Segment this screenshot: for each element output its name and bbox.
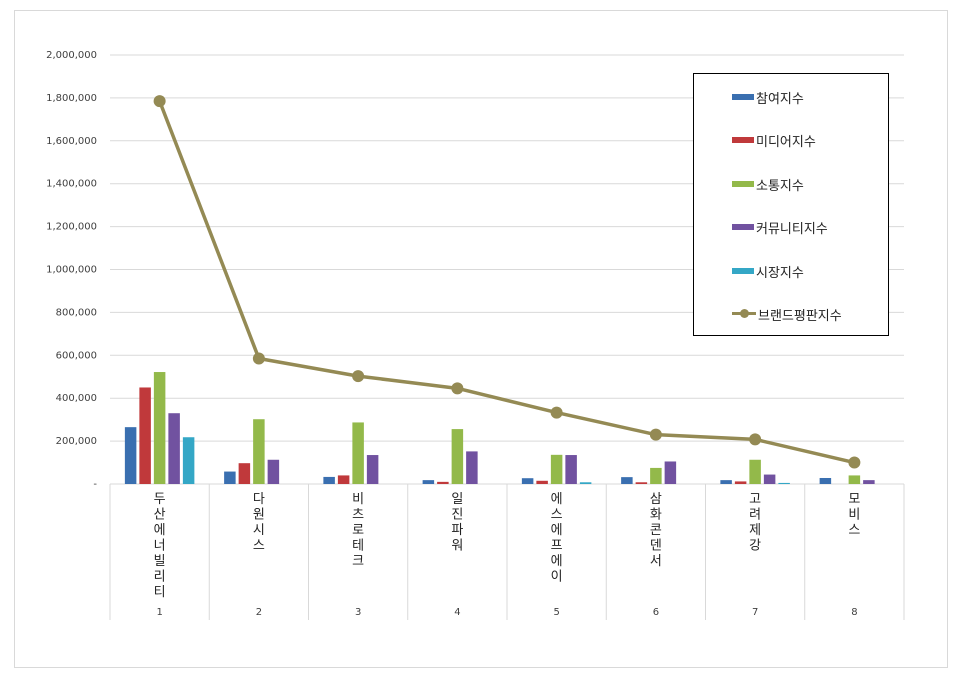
bar-3-1 <box>153 372 166 484</box>
bar-2-1 <box>139 387 151 484</box>
bar-4-2 <box>267 459 280 484</box>
bar-1-4 <box>422 480 435 484</box>
legend-swatch-media <box>732 137 754 143</box>
brand-reputation-point-4 <box>451 382 464 395</box>
bar-5-5 <box>579 482 592 484</box>
bar-3-7 <box>749 459 761 484</box>
legend-item-brand-reputation: 브랜드평판지수 <box>732 305 842 324</box>
rank-label-7: 7 <box>752 607 758 618</box>
rank-label-5: 5 <box>553 607 559 618</box>
brand-reputation-point-6 <box>649 428 662 441</box>
legend-swatch-communication <box>732 181 754 187</box>
bar-2-2 <box>238 463 251 484</box>
bar-1-1 <box>124 427 137 484</box>
y-tick-label: 1,200,000 <box>46 222 97 233</box>
brand-reputation-point-3 <box>352 370 365 383</box>
y-tick-label: 400,000 <box>56 393 97 404</box>
y-tick-label: 1,400,000 <box>46 179 97 190</box>
bar-1-7 <box>720 480 732 484</box>
brand-reputation-point-7 <box>749 433 762 446</box>
bar-4-5 <box>565 455 577 484</box>
bar-3-3 <box>352 422 364 484</box>
bar-1-8 <box>819 477 832 484</box>
bar-1-5 <box>521 478 534 484</box>
bar-2-7 <box>734 481 747 484</box>
legend: 참여지수 미디어지수 소통지수 커뮤니티지수 시장지수 브랜드평판지수 <box>693 73 889 336</box>
y-tick-label: 1,000,000 <box>46 265 97 276</box>
legend-swatch-community <box>732 224 754 230</box>
bar-4-7 <box>763 474 776 484</box>
bar-3-5 <box>550 454 563 484</box>
rank-label-6: 6 <box>653 607 659 618</box>
brand-reputation-point-5 <box>550 406 563 419</box>
brand-reputation-point-8 <box>848 456 861 469</box>
rank-label-8: 8 <box>851 607 857 618</box>
legend-label-participation: 참여지수 <box>756 91 804 107</box>
legend-item-community: 커뮤니티지수 <box>732 218 828 237</box>
bar-3-6 <box>650 467 662 484</box>
bar-3-8 <box>848 475 861 484</box>
y-tick-label: 1,600,000 <box>46 136 97 147</box>
y-tick-label: 600,000 <box>56 350 97 361</box>
bar-5-1 <box>182 437 195 484</box>
bar-4-3 <box>366 455 379 484</box>
bar-4-6 <box>664 461 677 484</box>
bar-5-7 <box>778 482 790 484</box>
bar-2-6 <box>635 482 648 484</box>
bar-1-3 <box>323 476 335 484</box>
y-tick-label: 200,000 <box>56 436 97 447</box>
rank-label-3: 3 <box>355 607 361 618</box>
legend-label-market: 시장지수 <box>756 265 804 281</box>
brand-reputation-line <box>157 100 855 465</box>
brand-reputation-point-1 <box>153 95 166 108</box>
legend-swatch-market <box>732 268 754 274</box>
bar-3-2 <box>253 419 265 484</box>
y-tick-label: 2,000,000 <box>46 50 97 61</box>
legend-label-community: 커뮤니티지수 <box>756 221 828 237</box>
legend-swatch-participation <box>732 94 754 100</box>
bar-2-5 <box>536 480 548 484</box>
y-tick-label: 1,800,000 <box>46 93 97 104</box>
legend-item-media: 미디어지수 <box>732 131 816 150</box>
bar-4-8 <box>863 480 875 484</box>
legend-item-communication: 소통지수 <box>732 175 804 194</box>
legend-item-market: 시장지수 <box>732 262 804 281</box>
brand-reputation-point-2 <box>252 352 265 365</box>
legend-item-participation: 참여지수 <box>732 88 804 107</box>
legend-label-brand-reputation: 브랜드평판지수 <box>758 308 842 324</box>
bar-1-6 <box>621 477 633 484</box>
legend-label-communication: 소통지수 <box>756 178 804 194</box>
rank-label-2: 2 <box>256 607 262 618</box>
bar-4-4 <box>466 451 478 484</box>
rank-label-4: 4 <box>454 607 460 618</box>
legend-label-media: 미디어지수 <box>756 134 816 150</box>
y-tick-label: 800,000 <box>56 307 97 318</box>
bar-2-4 <box>437 481 449 484</box>
bar-4-1 <box>168 413 180 484</box>
y-tick-label: - <box>93 479 97 490</box>
bar-1-2 <box>224 471 236 484</box>
rank-label-1: 1 <box>156 607 162 618</box>
bar-3-4 <box>451 429 464 484</box>
bar-2-3 <box>337 475 350 484</box>
legend-marker-brand-reputation <box>732 309 756 319</box>
